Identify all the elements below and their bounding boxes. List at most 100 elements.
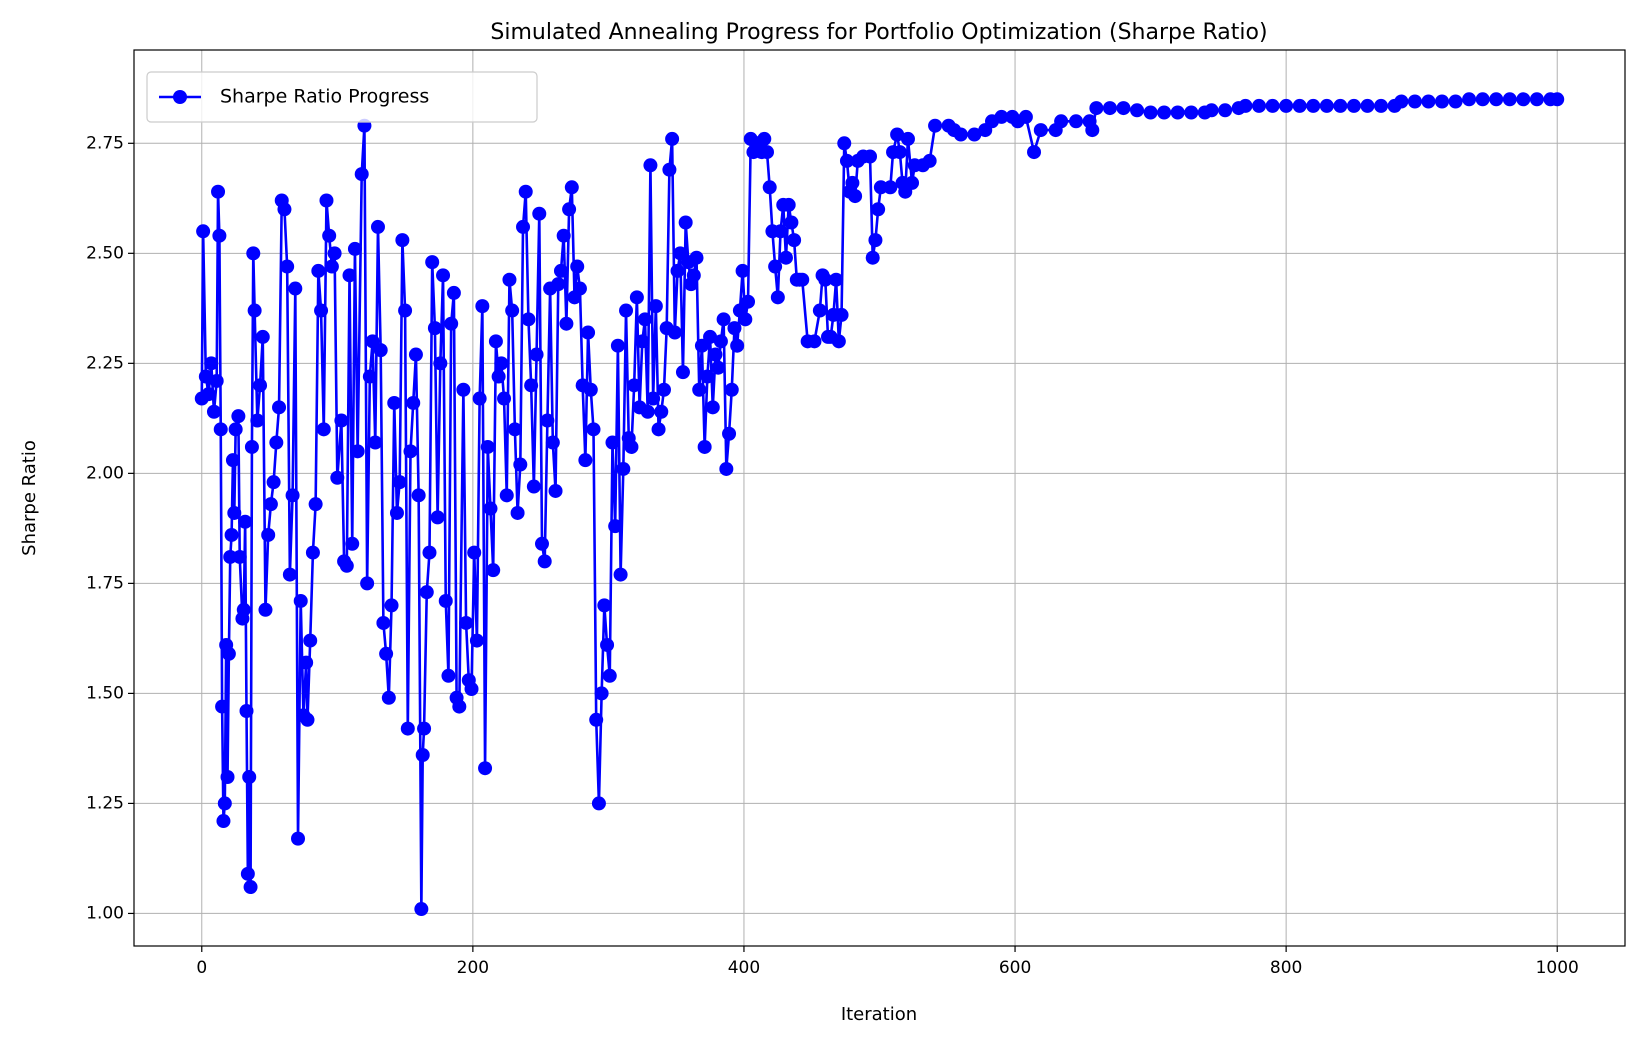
point-marker xyxy=(610,338,625,353)
point-marker xyxy=(654,404,669,419)
point-marker xyxy=(1516,92,1531,107)
point-marker xyxy=(1333,98,1348,113)
point-marker xyxy=(291,831,306,846)
point-marker xyxy=(600,637,615,652)
point-marker xyxy=(741,294,756,309)
point-marker xyxy=(1018,109,1033,124)
point-marker xyxy=(1218,103,1233,118)
point-marker xyxy=(845,175,860,190)
point-marker xyxy=(735,263,750,278)
point-marker xyxy=(209,373,224,388)
point-marker xyxy=(381,690,396,705)
point-marker xyxy=(250,413,265,428)
point-marker xyxy=(206,404,221,419)
point-marker xyxy=(379,646,394,661)
point-marker xyxy=(400,721,415,736)
point-marker xyxy=(392,475,407,490)
point-marker xyxy=(236,602,251,617)
point-marker xyxy=(711,360,726,375)
x-tick-label: 0 xyxy=(196,958,207,978)
point-marker xyxy=(678,215,693,230)
point-marker xyxy=(967,127,982,142)
point-marker xyxy=(1204,103,1219,118)
chart-title: Simulated Annealing Progress for Portfol… xyxy=(490,20,1267,45)
point-marker xyxy=(787,233,802,248)
point-marker xyxy=(1033,123,1048,138)
point-marker xyxy=(1394,94,1409,109)
point-marker xyxy=(303,633,318,648)
y-axis-label: Sharpe Ratio xyxy=(19,440,40,556)
point-marker xyxy=(662,162,677,177)
point-marker xyxy=(433,356,448,371)
x-axis-label: Iteration xyxy=(841,1004,917,1025)
point-marker xyxy=(488,334,503,349)
point-marker xyxy=(239,703,254,718)
point-marker xyxy=(922,153,937,168)
x-tick-label: 600 xyxy=(999,958,1031,978)
point-marker xyxy=(1102,101,1117,116)
point-marker xyxy=(247,303,262,318)
point-marker xyxy=(1130,103,1145,118)
point-marker xyxy=(1116,101,1131,116)
point-marker xyxy=(469,633,484,648)
point-marker xyxy=(1346,98,1361,113)
point-marker xyxy=(656,382,671,397)
point-marker xyxy=(591,796,606,811)
point-marker xyxy=(551,277,566,292)
point-marker xyxy=(738,312,753,327)
point-marker xyxy=(387,395,402,410)
point-marker xyxy=(627,378,642,393)
point-marker xyxy=(354,167,369,182)
point-marker xyxy=(370,219,385,234)
point-marker xyxy=(258,602,273,617)
point-marker xyxy=(1489,92,1504,107)
point-marker xyxy=(438,593,453,608)
point-marker xyxy=(419,585,434,600)
point-marker xyxy=(456,382,471,397)
point-marker xyxy=(812,303,827,318)
point-marker xyxy=(417,721,432,736)
point-marker xyxy=(613,567,628,582)
point-marker xyxy=(316,422,331,437)
point-marker xyxy=(1529,92,1544,107)
point-marker xyxy=(890,127,905,142)
point-marker xyxy=(643,158,658,173)
point-marker xyxy=(327,246,342,261)
point-marker xyxy=(1319,98,1334,113)
point-marker xyxy=(928,118,943,133)
point-marker xyxy=(213,422,228,437)
x-tick-label: 400 xyxy=(728,958,760,978)
point-marker xyxy=(1502,92,1517,107)
y-tick-label: 1.25 xyxy=(86,793,124,813)
point-marker xyxy=(365,334,380,349)
point-marker xyxy=(868,233,883,248)
point-marker xyxy=(807,334,822,349)
point-marker xyxy=(486,563,501,578)
point-marker xyxy=(521,312,536,327)
point-marker xyxy=(212,228,227,243)
point-marker xyxy=(526,479,541,494)
point-marker xyxy=(414,902,429,917)
point-marker xyxy=(839,153,854,168)
point-marker xyxy=(347,241,362,256)
point-marker xyxy=(1085,123,1100,138)
point-marker xyxy=(1435,94,1450,109)
point-marker xyxy=(425,255,440,270)
point-marker xyxy=(314,303,329,318)
point-marker xyxy=(865,250,880,265)
point-marker xyxy=(480,439,495,454)
point-marker xyxy=(411,488,426,503)
point-marker xyxy=(415,748,430,763)
point-marker xyxy=(818,272,833,287)
point-marker xyxy=(994,109,1009,124)
point-marker xyxy=(562,202,577,217)
point-marker xyxy=(1170,105,1185,120)
point-marker xyxy=(299,655,314,670)
point-marker xyxy=(360,576,375,591)
point-marker xyxy=(266,475,281,490)
point-marker xyxy=(261,527,276,542)
point-marker xyxy=(1157,105,1172,120)
point-marker xyxy=(532,206,547,221)
point-marker xyxy=(724,382,739,397)
point-marker xyxy=(497,391,512,406)
